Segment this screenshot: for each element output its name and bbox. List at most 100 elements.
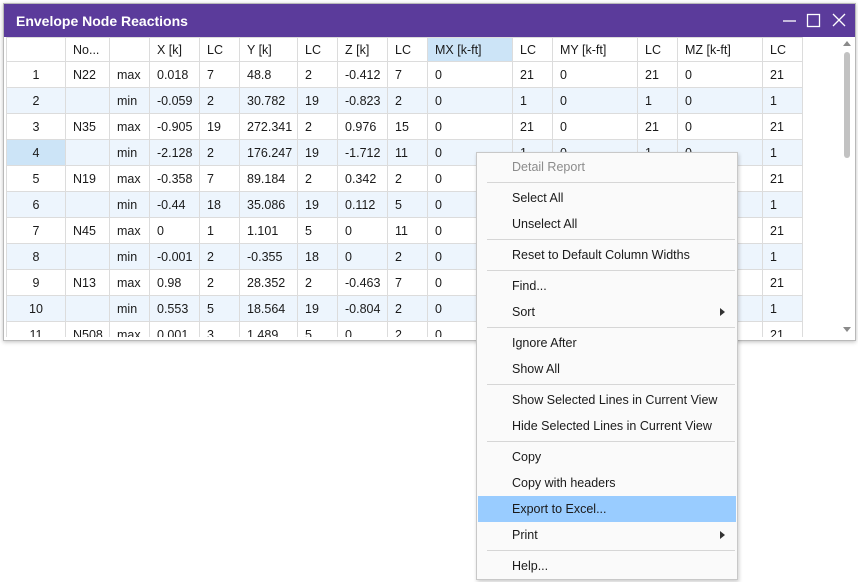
cell[interactable]: 1 bbox=[200, 218, 240, 244]
cell[interactable]: 2 bbox=[200, 88, 240, 114]
cell[interactable]: 21 bbox=[763, 218, 803, 244]
cell[interactable]: -0.355 bbox=[240, 244, 298, 270]
cell[interactable]: 48.8 bbox=[240, 62, 298, 88]
scrollbar[interactable] bbox=[840, 38, 854, 338]
column-header[interactable]: Y [k] bbox=[240, 37, 298, 62]
cell[interactable]: 21 bbox=[763, 114, 803, 140]
column-header[interactable]: MY [k-ft] bbox=[553, 37, 638, 62]
cell[interactable]: 0 bbox=[150, 218, 200, 244]
cell[interactable]: 0 bbox=[678, 88, 763, 114]
cell[interactable]: 18.564 bbox=[240, 296, 298, 322]
menu-item[interactable]: Select All bbox=[478, 185, 736, 211]
menu-item[interactable]: Export to Excel... bbox=[478, 496, 736, 522]
cell[interactable] bbox=[66, 140, 110, 166]
row-number[interactable]: 7 bbox=[6, 218, 66, 244]
row-number[interactable]: 3 bbox=[6, 114, 66, 140]
cell[interactable]: 19 bbox=[298, 296, 338, 322]
cell[interactable]: 1 bbox=[763, 296, 803, 322]
column-header[interactable]: X [k] bbox=[150, 37, 200, 62]
scroll-thumb[interactable] bbox=[844, 52, 850, 158]
cell[interactable]: 0 bbox=[338, 218, 388, 244]
column-header[interactable]: Z [k] bbox=[338, 37, 388, 62]
cell[interactable]: 11 bbox=[388, 218, 428, 244]
menu-item[interactable]: Show All bbox=[478, 356, 736, 382]
cell[interactable]: 2 bbox=[388, 322, 428, 337]
cell[interactable]: 21 bbox=[513, 62, 553, 88]
cell[interactable]: 0 bbox=[338, 244, 388, 270]
cell[interactable]: 0 bbox=[678, 114, 763, 140]
cell[interactable]: N35 bbox=[66, 114, 110, 140]
cell[interactable]: 2 bbox=[388, 88, 428, 114]
column-header[interactable]: LC bbox=[388, 37, 428, 62]
cell[interactable]: -2.128 bbox=[150, 140, 200, 166]
menu-item[interactable]: Reset to Default Column Widths bbox=[478, 242, 736, 268]
cell[interactable]: 21 bbox=[513, 114, 553, 140]
cell[interactable]: 0 bbox=[553, 114, 638, 140]
cell[interactable]: 0 bbox=[338, 322, 388, 337]
cell[interactable]: max bbox=[110, 218, 150, 244]
cell[interactable]: N508 bbox=[66, 322, 110, 337]
column-header[interactable]: LC bbox=[513, 37, 553, 62]
cell[interactable]: min bbox=[110, 244, 150, 270]
cell[interactable]: -0.463 bbox=[338, 270, 388, 296]
row-number[interactable]: 8 bbox=[6, 244, 66, 270]
cell[interactable]: 19 bbox=[298, 192, 338, 218]
cell[interactable]: 0 bbox=[428, 62, 513, 88]
cell[interactable]: -0.001 bbox=[150, 244, 200, 270]
menu-item[interactable]: Copy with headers bbox=[478, 470, 736, 496]
cell[interactable]: 19 bbox=[298, 88, 338, 114]
cell[interactable]: 2 bbox=[388, 166, 428, 192]
cell[interactable]: 0.553 bbox=[150, 296, 200, 322]
cell[interactable]: 18 bbox=[200, 192, 240, 218]
cell[interactable]: 5 bbox=[200, 296, 240, 322]
menu-item[interactable]: Show Selected Lines in Current View bbox=[478, 387, 736, 413]
cell[interactable]: min bbox=[110, 192, 150, 218]
menu-item[interactable]: Hide Selected Lines in Current View bbox=[478, 413, 736, 439]
cell[interactable]: max bbox=[110, 114, 150, 140]
cell[interactable]: 2 bbox=[388, 296, 428, 322]
row-number[interactable]: 10 bbox=[6, 296, 66, 322]
cell[interactable]: 1 bbox=[763, 192, 803, 218]
column-header[interactable]: No... bbox=[66, 37, 110, 62]
cell[interactable]: 0.112 bbox=[338, 192, 388, 218]
column-header[interactable]: LC bbox=[638, 37, 678, 62]
cell[interactable]: 5 bbox=[298, 322, 338, 337]
cell[interactable]: -0.823 bbox=[338, 88, 388, 114]
cell[interactable]: -0.059 bbox=[150, 88, 200, 114]
cell[interactable]: 21 bbox=[763, 270, 803, 296]
column-header[interactable]: LC bbox=[298, 37, 338, 62]
cell[interactable]: 0 bbox=[553, 88, 638, 114]
maximize-button[interactable] bbox=[808, 15, 820, 27]
cell[interactable]: min bbox=[110, 296, 150, 322]
cell[interactable]: 0 bbox=[428, 114, 513, 140]
cell[interactable]: max bbox=[110, 166, 150, 192]
cell[interactable]: -1.712 bbox=[338, 140, 388, 166]
cell[interactable]: 1 bbox=[763, 244, 803, 270]
cell[interactable]: 19 bbox=[200, 114, 240, 140]
cell[interactable]: N22 bbox=[66, 62, 110, 88]
row-number[interactable]: 4 bbox=[6, 140, 66, 166]
cell[interactable] bbox=[66, 88, 110, 114]
cell[interactable]: 5 bbox=[298, 218, 338, 244]
cell[interactable]: 2 bbox=[200, 270, 240, 296]
cell[interactable]: 0.976 bbox=[338, 114, 388, 140]
cell[interactable]: min bbox=[110, 140, 150, 166]
menu-item[interactable]: Sort bbox=[478, 299, 736, 325]
cell[interactable]: 19 bbox=[298, 140, 338, 166]
cell[interactable]: 15 bbox=[388, 114, 428, 140]
cell[interactable]: 18 bbox=[298, 244, 338, 270]
menu-item[interactable]: Unselect All bbox=[478, 211, 736, 237]
cell[interactable] bbox=[66, 296, 110, 322]
cell[interactable]: 0 bbox=[553, 62, 638, 88]
cell[interactable]: 21 bbox=[763, 166, 803, 192]
cell[interactable]: 21 bbox=[638, 62, 678, 88]
cell[interactable]: 0.018 bbox=[150, 62, 200, 88]
menu-item[interactable]: Ignore After bbox=[478, 330, 736, 356]
column-header[interactable]: MX [k-ft] bbox=[428, 37, 513, 62]
cell[interactable]: 28.352 bbox=[240, 270, 298, 296]
menu-item[interactable]: Print bbox=[478, 522, 736, 548]
cell[interactable]: 0 bbox=[428, 88, 513, 114]
cell[interactable]: 3 bbox=[200, 322, 240, 337]
cell[interactable]: 0.001 bbox=[150, 322, 200, 337]
cell[interactable]: 7 bbox=[388, 62, 428, 88]
